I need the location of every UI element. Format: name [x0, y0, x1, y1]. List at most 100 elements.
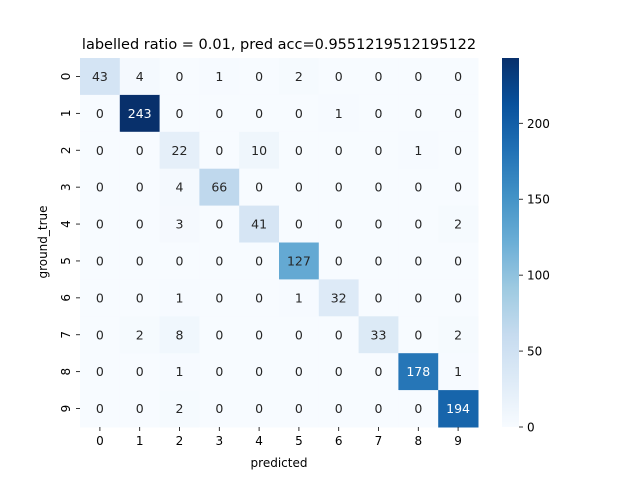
cell-value-label: 0: [215, 364, 223, 379]
heatmap-cell: [318, 94, 360, 133]
heatmap-cell: [119, 58, 161, 96]
y-tick-label: 9: [59, 405, 73, 413]
cell-value-label: 0: [136, 143, 144, 158]
heatmap-cell: [199, 279, 240, 317]
heatmap-cell: [398, 390, 439, 428]
cell-value-label: 43: [92, 69, 108, 84]
cell-value-label: 0: [454, 106, 462, 121]
heatmap-cell: [119, 390, 161, 428]
heatmap-cell: [80, 168, 121, 207]
cell-value-label: 0: [215, 217, 223, 232]
heatmap-cell: [398, 279, 439, 317]
colorbar-ticks: 0 50 100 150 200: [519, 117, 550, 435]
cell-value-label: 0: [335, 217, 343, 232]
cell-value-label: 0: [414, 69, 422, 84]
heatmap-cell: [239, 279, 280, 317]
cell-value-label: 0: [454, 69, 462, 84]
y-tick-label: 3: [59, 183, 73, 191]
heatmap-cell: [398, 131, 439, 170]
heatmap-cell: [159, 242, 200, 280]
y-tick-label: 2: [59, 146, 73, 154]
cell-value-label: 0: [96, 401, 104, 416]
colorbar-tick-label: 50: [527, 345, 542, 359]
heatmap-cell-labels: 43 4 0 1 0 2 0 0 0 00 243 0 0 0 0 1 0 0 00 0 22 0 10 0 0 0 1 00 0 4 66…: [92, 69, 470, 416]
heatmap-cell: [318, 205, 360, 243]
heatmap-cell: [159, 353, 200, 391]
heatmap-cell: [199, 242, 240, 280]
cell-value-label: 0: [335, 364, 343, 379]
cell-value-label: 2: [454, 217, 462, 232]
cell-value-label: 0: [375, 364, 383, 379]
heatmap-cell: [119, 242, 161, 280]
x-tick-label: 9: [454, 434, 462, 448]
cell-value-label: 0: [176, 69, 184, 84]
y-tick-label: 7: [59, 331, 73, 339]
cell-value-label: 0: [295, 143, 303, 158]
cell-value-label: 1: [454, 364, 462, 379]
cell-value-label: 0: [136, 253, 144, 268]
heatmap-cell: [119, 131, 161, 170]
heatmap-cell: [199, 94, 240, 133]
cell-value-label: 0: [136, 180, 144, 195]
heatmap-cell: [279, 390, 320, 428]
heatmap-cell: [318, 131, 360, 170]
cell-value-label: 32: [331, 290, 347, 305]
cell-value-label: 0: [136, 217, 144, 232]
heatmap-cell: [398, 205, 439, 243]
cell-value-label: 3: [176, 217, 184, 232]
cell-value-label: 2: [454, 327, 462, 342]
heatmap-cell: [199, 131, 240, 170]
heatmap-cell: [279, 131, 320, 170]
heatmap-cell: [159, 168, 200, 207]
cell-value-label: 0: [255, 290, 263, 305]
cell-value-label: 0: [176, 106, 184, 121]
heatmap-cell: [398, 94, 439, 133]
heatmap-cell: [80, 242, 121, 280]
cell-value-label: 0: [215, 327, 223, 342]
y-axis-label: ground_true: [36, 205, 50, 278]
heatmap-cell: [279, 316, 320, 354]
heatmap-cell: [318, 353, 360, 391]
heatmap-cell: [80, 279, 121, 317]
cell-value-label: 0: [215, 143, 223, 158]
heatmap-cell: [398, 58, 439, 96]
heatmap-cell: [358, 316, 399, 354]
x-tick-label: 8: [414, 434, 422, 448]
cell-value-label: 0: [96, 180, 104, 195]
cell-value-label: 0: [295, 106, 303, 121]
cell-value-label: 0: [255, 364, 263, 379]
cell-value-label: 0: [454, 180, 462, 195]
cell-value-label: 2: [176, 401, 184, 416]
heatmap-cell: [80, 131, 121, 170]
heatmap-cell: [279, 168, 320, 207]
cell-value-label: 0: [335, 401, 343, 416]
y-tick-label: 5: [59, 257, 73, 265]
heatmap-cell: [358, 94, 399, 133]
cell-value-label: 0: [96, 364, 104, 379]
heatmap-cell: [358, 353, 399, 391]
cell-value-label: 0: [454, 290, 462, 305]
heatmap-cell: [119, 205, 161, 243]
heatmap-cell: [239, 168, 280, 207]
colorbar-tick-label: 200: [527, 117, 550, 131]
cell-value-label: 0: [255, 401, 263, 416]
heatmap-cell: [279, 279, 320, 317]
heatmap-cell: [119, 353, 161, 391]
heatmap-cell: [279, 353, 320, 391]
cell-value-label: 0: [335, 143, 343, 158]
cell-value-label: 0: [335, 180, 343, 195]
heatmap-cell: [438, 279, 479, 317]
heatmap-cell: [239, 242, 280, 280]
cell-value-label: 1: [335, 106, 343, 121]
cell-value-label: 0: [255, 69, 263, 84]
cell-value-label: 41: [251, 217, 267, 232]
heatmap-cell: [398, 242, 439, 280]
cell-value-label: 0: [215, 401, 223, 416]
heatmap-cell: [318, 279, 360, 317]
heatmap-cell: [358, 168, 399, 207]
cell-value-label: 0: [454, 143, 462, 158]
x-tick-label: 2: [176, 434, 184, 448]
cell-value-label: 66: [211, 180, 227, 195]
cell-value-label: 0: [136, 401, 144, 416]
